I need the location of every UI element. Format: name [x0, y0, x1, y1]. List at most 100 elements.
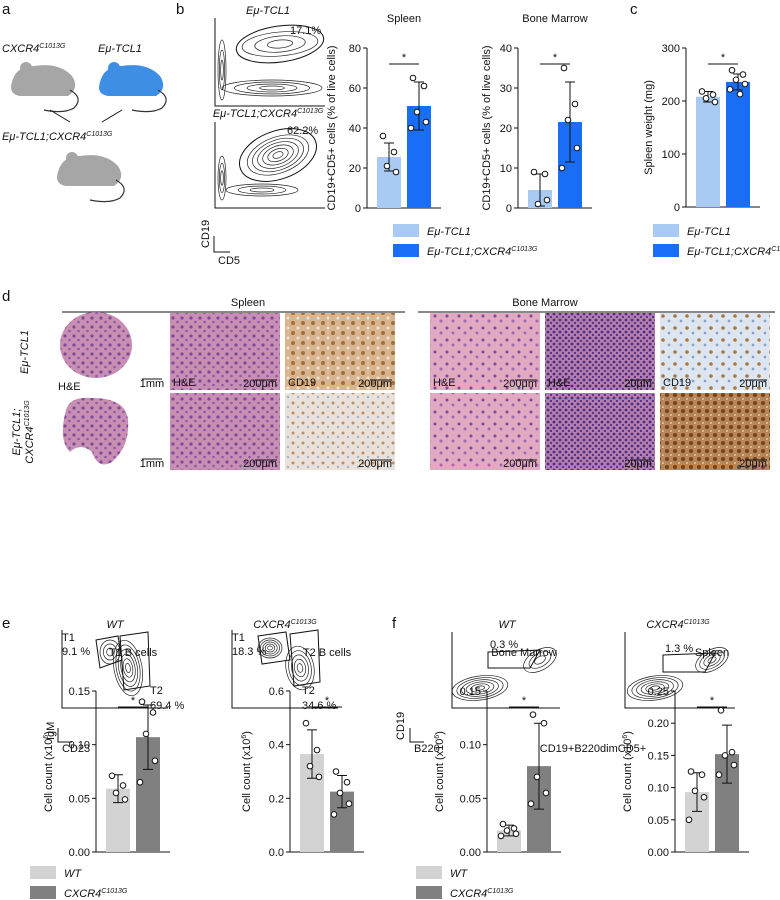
- panel-label: f: [392, 615, 397, 632]
- data-point: [142, 730, 150, 738]
- data-point: [330, 811, 338, 818]
- y-axis-label-text: Cell count (x10: [622, 739, 634, 812]
- y-tick-label: 80: [349, 43, 361, 55]
- contour: [120, 653, 136, 683]
- data-point: [685, 816, 693, 824]
- section-header: Spleen: [231, 297, 265, 309]
- error-bar: [307, 729, 317, 779]
- data-point: [560, 64, 568, 72]
- arrow: [49, 109, 71, 123]
- superscript: C1013G: [511, 246, 538, 253]
- data-point: [533, 773, 541, 781]
- genotype-text: CXCR4: [646, 619, 683, 631]
- genotype-label: Eμ-TCL1;CXCR4C1013G: [2, 131, 113, 143]
- contour: [645, 683, 665, 693]
- data-point: [698, 88, 706, 95]
- legend-label: CXCR4C1013G: [64, 888, 128, 900]
- data-point: [558, 164, 566, 172]
- data-point: [332, 768, 340, 775]
- data-point: [149, 709, 157, 716]
- y-tick-label: 0.00: [69, 847, 90, 859]
- row-label: Eμ-TCL1;: [11, 409, 23, 456]
- contour: [122, 658, 134, 678]
- y-axis-label-text: CD19+CD5+ cells (% of live cells): [326, 45, 338, 210]
- contour: [293, 658, 307, 678]
- superscript: C1013G: [297, 108, 324, 115]
- data-point: [529, 711, 537, 718]
- data-point: [728, 748, 736, 756]
- data-point: [715, 771, 723, 779]
- plot-axes: [61, 630, 168, 709]
- stain-label: H&E: [548, 377, 571, 389]
- data-point: [728, 66, 736, 74]
- panel-label: b: [176, 1, 184, 18]
- row-label: CXCR4C1013G: [24, 400, 36, 464]
- superscript: C1013G: [684, 619, 711, 626]
- histology-image: [170, 313, 280, 390]
- plot-title: Eμ-TCL1: [246, 5, 290, 17]
- plot-axes: [231, 630, 338, 709]
- gate-percent: 69.4 %: [150, 700, 184, 712]
- contour: [221, 79, 323, 97]
- y-tick-label: 0.00: [460, 847, 481, 859]
- panel-label: d: [2, 288, 10, 305]
- superscript: 6: [241, 735, 248, 739]
- superscript: 6: [622, 735, 629, 739]
- contour: [217, 155, 227, 201]
- contour: [267, 645, 273, 651]
- contour: [125, 663, 131, 673]
- histology-image: [545, 313, 655, 390]
- contour: [246, 83, 298, 93]
- significance-label: *: [710, 695, 715, 707]
- superscript: 6: [43, 735, 50, 739]
- histology-image: [285, 393, 395, 470]
- contour: [218, 162, 226, 194]
- data-point: [119, 782, 127, 789]
- gate: [257, 631, 291, 665]
- data-point: [541, 170, 549, 178]
- contour: [262, 144, 294, 166]
- scale-bar-label: 200μm: [503, 458, 537, 470]
- scale-bar-label: 20μm: [739, 458, 767, 470]
- gate-name: T1: [232, 632, 245, 644]
- significance-label: *: [402, 52, 407, 64]
- contour: [262, 641, 278, 655]
- stain-label: CD19: [288, 377, 316, 389]
- legend-text: Eμ-TCL1: [427, 226, 471, 238]
- plot-title: WT: [498, 619, 516, 631]
- scale-bar-label: 200μm: [358, 458, 392, 470]
- contour: [523, 647, 557, 673]
- axis-corner: [213, 236, 230, 253]
- genotype-label: CXCR4C1013G: [2, 43, 66, 55]
- mouse-icon: [10, 61, 79, 113]
- superscript: C1013G: [86, 131, 113, 138]
- data-point: [413, 108, 421, 116]
- legend-text: CXCR4: [64, 888, 101, 900]
- y-axis-label: CD19+CD5+ cells (% of live cells): [326, 45, 338, 210]
- axis-label: CD23: [62, 743, 90, 755]
- legend-swatch: [416, 886, 442, 899]
- contour: [703, 653, 721, 667]
- genotype-text: Eμ-TCL1;CXCR4: [213, 108, 297, 120]
- data-point: [571, 100, 579, 108]
- data-point: [409, 74, 417, 82]
- gate: [289, 629, 321, 687]
- axis-label: IgM: [45, 722, 57, 740]
- contour: [285, 645, 315, 691]
- y-axis-label: Spleen weight (mg): [643, 80, 655, 175]
- y-tick-label: 0.4: [269, 740, 284, 752]
- contour: [220, 59, 224, 81]
- contour: [234, 81, 310, 95]
- y-tick-label: 40: [349, 123, 361, 135]
- gate: [235, 24, 325, 64]
- genotype-text: Eμ-TCL1;CXCR4: [2, 131, 86, 143]
- mouse-icon: [56, 151, 125, 203]
- panel-label: c: [630, 1, 638, 18]
- legend-swatch: [393, 224, 419, 237]
- superscript: C1013G: [39, 43, 66, 50]
- data-point: [721, 752, 729, 759]
- data-point: [315, 773, 323, 781]
- y-axis-label-text: CD19+CD5+ cells (% of live cells): [481, 45, 493, 210]
- legend-text: WT: [450, 868, 468, 880]
- y-axis-label: Cell count (x106): [43, 731, 55, 812]
